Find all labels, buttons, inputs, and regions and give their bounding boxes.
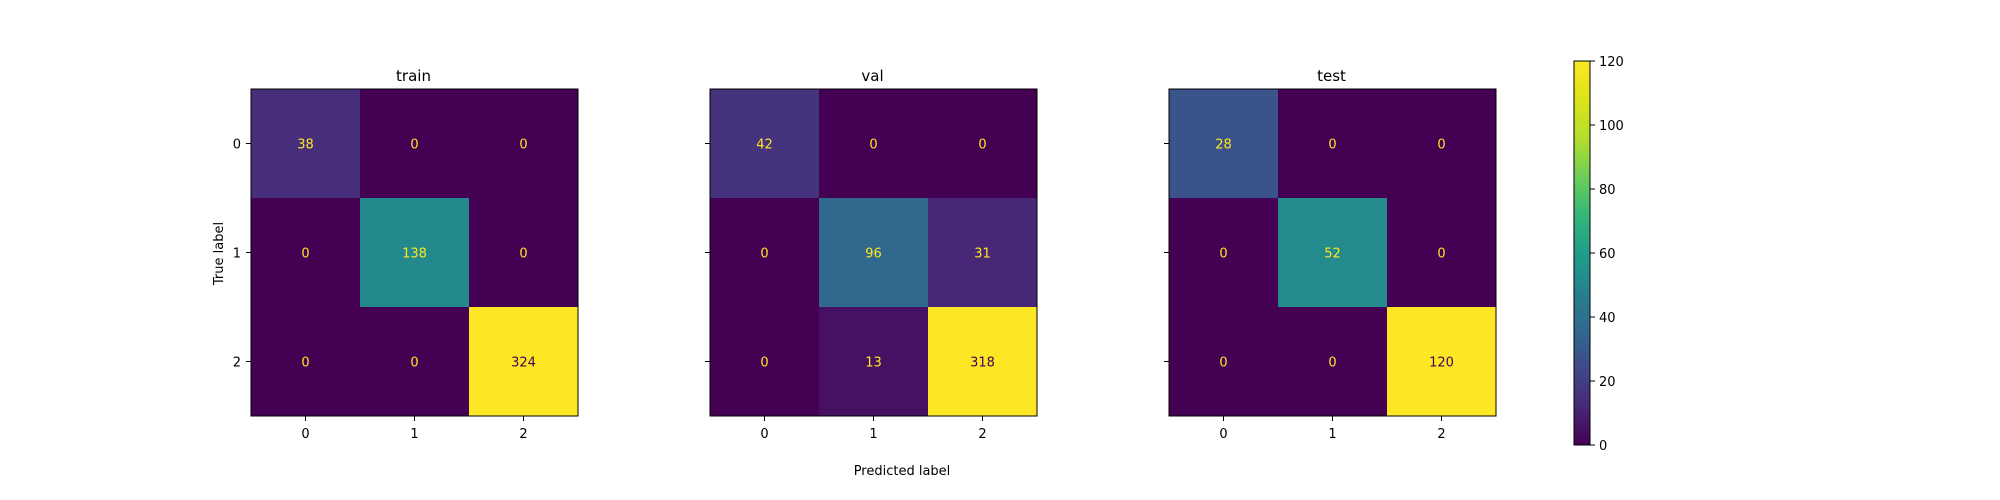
- matrix-cell: [819, 89, 928, 198]
- cell-value: 138: [402, 247, 427, 262]
- panel-val: val 42 0 0 0 96 31 0 13 318 0 1 2: [705, 67, 1038, 442]
- cell-value: 0: [760, 247, 768, 262]
- matrix-cell: [360, 198, 469, 307]
- matrix-cell: [819, 198, 928, 307]
- cell-value: 28: [1215, 138, 1232, 153]
- cell-value: 0: [869, 138, 877, 153]
- matrix-cell: [710, 198, 819, 307]
- cell-value: 38: [297, 138, 314, 153]
- x-tick-label: 1: [410, 427, 418, 442]
- matrix-cell: [819, 307, 928, 416]
- colorbar-tick-label: 20: [1599, 375, 1616, 390]
- cell-value: 0: [1328, 356, 1336, 371]
- y-axis-label: True label: [212, 222, 227, 286]
- cell-value: 0: [519, 138, 527, 153]
- cell-value: 52: [1324, 247, 1341, 262]
- cell-value: 0: [301, 247, 309, 262]
- matrix-cell: [469, 89, 578, 198]
- x-tick-label: 1: [869, 427, 877, 442]
- x-tick-label: 0: [301, 427, 309, 442]
- colorbar: 0 20 40 60 80 100 120: [1573, 55, 1624, 454]
- matrix-cell: [469, 198, 578, 307]
- cell-value: 31: [974, 247, 991, 262]
- colorbar-tick-label: 40: [1599, 311, 1616, 326]
- matrix-cell: [251, 307, 360, 416]
- cell-value: 0: [1219, 247, 1227, 262]
- matrix-cell: [1387, 89, 1496, 198]
- cell-value: 0: [978, 138, 986, 153]
- matrix-cell: [1169, 198, 1278, 307]
- cell-value: 0: [1437, 138, 1445, 153]
- matrix-cell: [928, 89, 1037, 198]
- y-tick-label: 1: [233, 247, 241, 262]
- matrix-cell: [360, 89, 469, 198]
- colorbar-tick-label: 80: [1599, 183, 1616, 198]
- cell-value: 0: [1437, 247, 1445, 262]
- matrix-cell: [1169, 89, 1278, 198]
- matrix-cell: [928, 198, 1037, 307]
- colorbar-tick-label: 60: [1599, 247, 1616, 262]
- matrix-cell: [928, 307, 1037, 416]
- x-tick-label: 1: [1328, 427, 1336, 442]
- colorbar-tick-label: 100: [1599, 119, 1624, 134]
- cell-value: 0: [410, 356, 418, 371]
- cell-value: 0: [410, 138, 418, 153]
- y-tick-label: 0: [233, 138, 241, 153]
- matrix-cell: [1387, 198, 1496, 307]
- panel-title: val: [861, 67, 883, 85]
- x-axis-label: Predicted label: [854, 464, 951, 479]
- x-tick-label: 0: [760, 427, 768, 442]
- cell-value: 42: [756, 138, 773, 153]
- colorbar-tick-label: 0: [1599, 439, 1607, 454]
- x-tick-label: 0: [1219, 427, 1227, 442]
- cell-value: 318: [970, 356, 995, 371]
- cell-value: 13: [865, 356, 882, 371]
- matrix-cell: [251, 198, 360, 307]
- cell-value: 0: [519, 247, 527, 262]
- matrix-cell: [1278, 307, 1387, 416]
- cell-value: 0: [1219, 356, 1227, 371]
- panel-title: test: [1317, 67, 1346, 85]
- matrix-cell: [1169, 307, 1278, 416]
- x-tick-label: 2: [519, 427, 527, 442]
- matrix-cell: [710, 307, 819, 416]
- x-tick-label: 2: [1437, 427, 1445, 442]
- colorbar-gradient: [1573, 60, 1591, 446]
- matrix-cell: [710, 89, 819, 198]
- matrix-cell: [1278, 198, 1387, 307]
- x-tick-label: 2: [978, 427, 986, 442]
- cell-value: 0: [1328, 138, 1336, 153]
- matrix-cell: [360, 307, 469, 416]
- colorbar-tick-label: 120: [1599, 55, 1624, 70]
- matrix-cell: [1278, 89, 1387, 198]
- matrix-cell: [1387, 307, 1496, 416]
- cell-value: 0: [760, 356, 768, 371]
- cell-value: 96: [865, 247, 882, 262]
- y-tick-label: 2: [233, 356, 241, 371]
- cell-value: 120: [1429, 356, 1454, 371]
- panel-train: train 38 0 0 0 138 0 0 0 324 0 0 1 1 2 2: [233, 67, 579, 442]
- panel-test: test 28 0 0 0 52 0 0 0 120 0 1 2: [1164, 67, 1497, 442]
- matrix-cell: [469, 307, 578, 416]
- panel-title: train: [396, 67, 431, 85]
- matrix-cell: [251, 89, 360, 198]
- cell-value: 324: [511, 356, 536, 371]
- cell-value: 0: [301, 356, 309, 371]
